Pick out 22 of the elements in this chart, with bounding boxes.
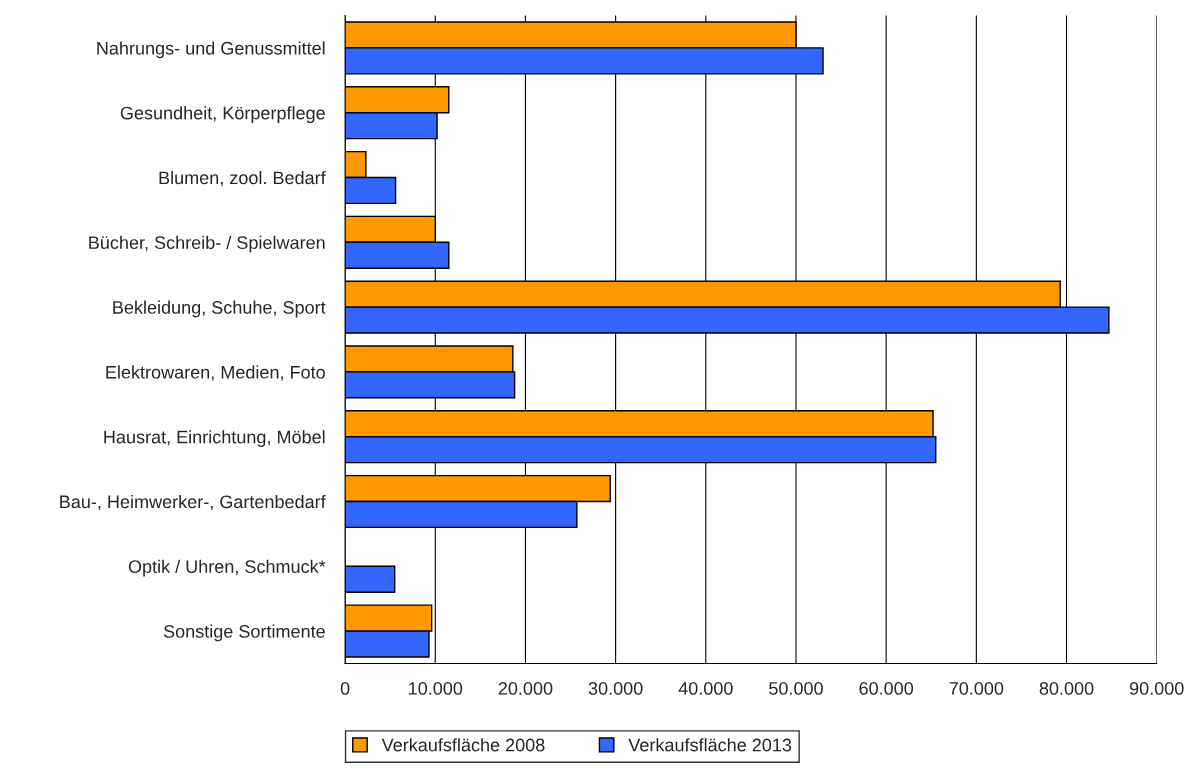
y-tick-label: Bücher, Schreib- / Spielwaren <box>89 235 325 253</box>
legend-label: Verkaufsfläche 2008 <box>381 738 545 752</box>
x-tick-label: 20.000 <box>498 682 553 695</box>
x-tick-label: 50.000 <box>769 682 823 695</box>
x-tick-label: 80.000 <box>1039 682 1094 695</box>
y-tick-label: Sonstige Sortimente <box>163 624 325 642</box>
x-tick-label: 60.000 <box>859 682 914 695</box>
x-tick-label: 90.000 <box>1129 682 1184 695</box>
y-tick-label: Optik / Uhren, Schmuck* <box>128 559 326 577</box>
y-tick-label: Nahrungs- und Genussmittel <box>97 41 325 59</box>
legend-label: Verkaufsfläche 2013 <box>628 738 792 752</box>
y-tick-label: Gesundheit, Körperpflege <box>120 106 325 123</box>
x-tick-label: 40.000 <box>678 682 733 695</box>
x-tick-label: 0 <box>340 682 350 695</box>
y-tick-label: Blumen, zool. Bedarf <box>159 170 326 187</box>
x-tick-label: 10.000 <box>409 682 463 695</box>
y-tick-label: Elektrowaren, Medien, Foto <box>106 365 325 381</box>
y-tick-label: Bekleidung, Schuhe, Sport <box>113 300 326 318</box>
y-tick-label: Bau-, Heimwerker-, Gartenbedarf <box>60 494 326 511</box>
x-tick-label: 30.000 <box>588 682 643 695</box>
y-tick-label: Hausrat, Einrichtung, Möbel <box>104 430 325 447</box>
x-tick-label: 70.000 <box>949 682 1004 695</box>
